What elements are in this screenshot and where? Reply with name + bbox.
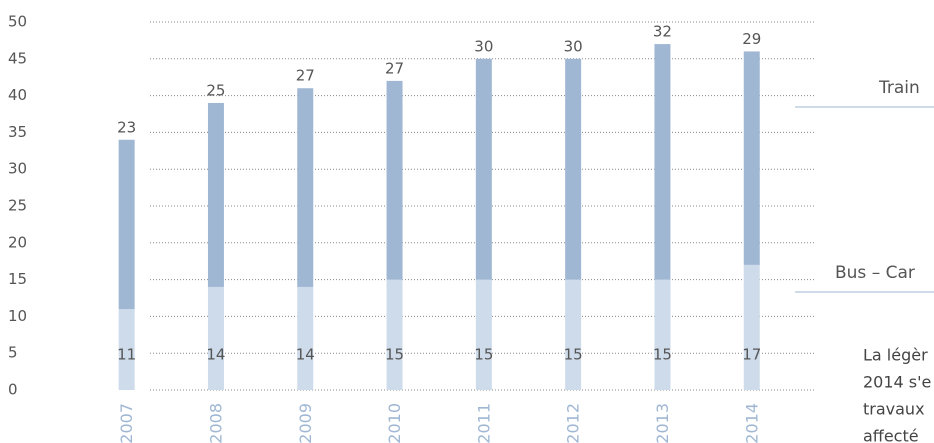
y-tick-label: 5 <box>8 344 18 362</box>
y-tick-label: 40 <box>8 86 27 104</box>
data-label: 32 <box>653 23 672 41</box>
x-tick-label: 2009 <box>296 403 315 443</box>
x-tick-label: 2007 <box>117 403 136 443</box>
y-tick-label: 25 <box>8 197 27 215</box>
bar-segment <box>654 44 671 280</box>
note-line: 2014 s'e <box>863 373 931 392</box>
bar-segment <box>386 279 403 390</box>
bar-segment <box>475 58 492 280</box>
data-label: 17 <box>742 346 761 364</box>
bar-segment <box>207 286 224 390</box>
bar-segment <box>475 279 492 390</box>
data-label: 25 <box>206 81 225 99</box>
data-label: 15 <box>564 346 583 364</box>
note-line: affecté <box>863 427 919 443</box>
y-tick-label: 0 <box>8 381 18 399</box>
data-label: 15 <box>385 346 404 364</box>
x-tick-label: 2013 <box>653 403 672 443</box>
data-label: 11 <box>117 346 136 364</box>
legend-label: Bus – Car <box>835 263 915 283</box>
y-tick-label: 30 <box>8 160 27 178</box>
legend-label: Train <box>878 78 920 98</box>
bar-segment <box>654 279 671 390</box>
y-tick-label: 50 <box>8 13 27 31</box>
bar-segment <box>297 88 314 287</box>
y-tick-label: 10 <box>8 307 27 325</box>
y-tick-label: 20 <box>8 233 27 251</box>
bar-segment <box>386 80 403 280</box>
x-tick-label: 2011 <box>474 403 493 443</box>
data-label: 14 <box>206 346 225 364</box>
data-label: 23 <box>117 118 136 136</box>
bar-segment <box>297 286 314 390</box>
bar-segment <box>743 51 760 265</box>
data-label: 14 <box>296 346 315 364</box>
y-tick-label: 35 <box>8 123 27 141</box>
data-label: 29 <box>742 30 761 48</box>
bar-segment <box>565 58 582 280</box>
note-line: La légèr <box>863 346 928 365</box>
y-tick-label: 15 <box>8 270 27 288</box>
bar-segment <box>118 309 135 390</box>
data-label: 15 <box>653 346 672 364</box>
x-tick-label: 2012 <box>564 403 583 443</box>
bar-segment <box>743 264 760 390</box>
bar-segment <box>565 279 582 390</box>
data-label: 27 <box>385 59 404 77</box>
data-label: 27 <box>296 67 315 85</box>
note-line: travaux <box>863 400 925 419</box>
bar-segment <box>118 139 135 310</box>
data-label: 30 <box>564 37 583 55</box>
bar-segment <box>207 102 224 287</box>
x-tick-label: 2014 <box>742 403 761 443</box>
x-tick-label: 2008 <box>206 403 225 443</box>
data-label: 15 <box>474 346 493 364</box>
y-tick-label: 45 <box>8 49 27 67</box>
x-tick-label: 2010 <box>385 403 404 443</box>
data-label: 30 <box>474 37 493 55</box>
